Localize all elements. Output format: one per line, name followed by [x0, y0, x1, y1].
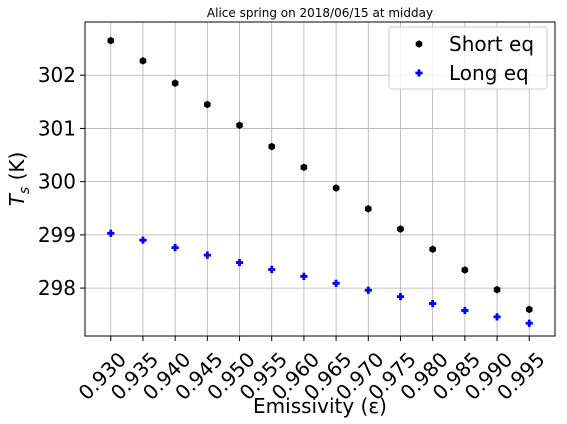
data-point	[268, 142, 275, 151]
legend-label: Short eq	[449, 32, 534, 56]
y-axis-label-main: T	[5, 192, 29, 206]
y-tick-label: 301	[38, 116, 76, 140]
y-tick-label: 299	[38, 223, 76, 247]
y-tick-label: 302	[38, 63, 76, 87]
legend-marker	[415, 40, 423, 48]
legend-box	[388, 26, 548, 90]
series-1	[107, 229, 533, 327]
x-axis-label: Emissivity (ε)	[253, 394, 387, 418]
chart-title: Alice spring on 2018/06/15 at midday	[207, 6, 433, 20]
data-point	[364, 286, 372, 294]
data-point	[171, 244, 179, 252]
data-point	[203, 251, 211, 259]
data-point	[171, 79, 179, 87]
data-point	[525, 319, 533, 327]
series-0	[107, 36, 533, 314]
data-point	[139, 57, 147, 65]
plot-frame	[84, 21, 556, 337]
data-point	[365, 205, 372, 213]
data-point	[236, 121, 243, 130]
legend: Short eq Long eq	[388, 26, 548, 90]
data-points	[107, 36, 533, 327]
data-point	[332, 279, 340, 287]
data-point	[396, 293, 405, 301]
data-point	[397, 225, 404, 233]
y-axis-label-sub: s	[17, 187, 33, 194]
data-point	[139, 236, 147, 244]
data-point	[107, 36, 115, 45]
y-axis-label: Ts (K)	[5, 152, 33, 207]
legend-label: Long eq	[449, 61, 529, 85]
data-point	[429, 299, 437, 308]
data-point	[300, 272, 308, 280]
data-point	[235, 258, 244, 267]
legend-item: Short eq	[415, 32, 534, 56]
data-point	[493, 285, 501, 294]
data-point	[461, 266, 469, 274]
data-point	[493, 313, 501, 321]
data-point	[461, 306, 469, 315]
y-axis-label-unit: (K)	[5, 152, 29, 187]
data-point	[429, 245, 436, 254]
data-point	[107, 229, 115, 237]
legend-item: Long eq	[415, 61, 529, 85]
legend-marker	[415, 69, 423, 77]
data-point	[525, 305, 533, 314]
data-point	[332, 184, 340, 192]
y-tick-label: 298	[38, 276, 76, 300]
y-tick-label: 300	[38, 170, 76, 194]
data-point	[204, 100, 211, 109]
data-point	[268, 265, 276, 274]
data-point	[300, 163, 308, 172]
